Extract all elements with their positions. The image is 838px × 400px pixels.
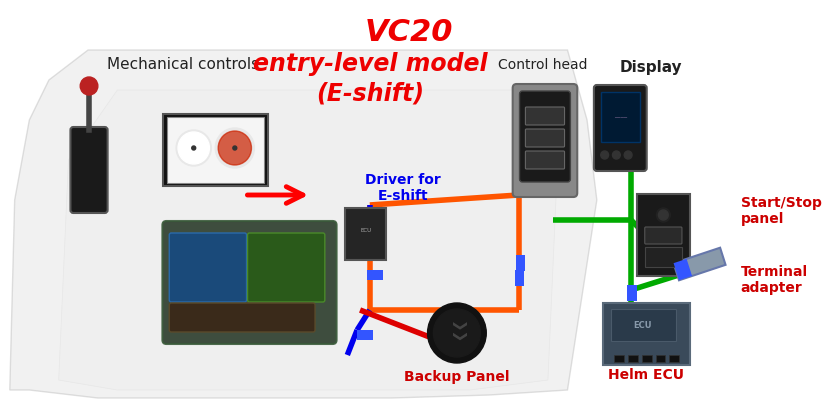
Text: Control head: Control head (499, 58, 587, 72)
Bar (515, 270, 525, 286)
Circle shape (215, 128, 255, 168)
FancyBboxPatch shape (163, 114, 268, 186)
Text: entry-level model: entry-level model (252, 52, 487, 76)
FancyBboxPatch shape (169, 303, 315, 332)
Text: Display: Display (619, 60, 682, 75)
Text: ECU: ECU (360, 228, 371, 232)
FancyBboxPatch shape (163, 221, 337, 344)
Circle shape (218, 131, 251, 165)
Circle shape (80, 77, 98, 95)
Circle shape (176, 130, 211, 166)
Bar (627, 285, 637, 301)
FancyBboxPatch shape (168, 117, 264, 183)
FancyBboxPatch shape (655, 355, 665, 362)
FancyBboxPatch shape (70, 127, 107, 213)
Polygon shape (10, 50, 597, 398)
Text: Driver for
E-shift: Driver for E-shift (365, 173, 441, 203)
Text: ━━━━: ━━━━ (613, 116, 627, 120)
FancyBboxPatch shape (601, 92, 640, 142)
FancyBboxPatch shape (637, 194, 690, 276)
Text: Helm ECU: Helm ECU (608, 368, 684, 382)
Circle shape (613, 151, 620, 159)
Circle shape (178, 132, 210, 164)
FancyBboxPatch shape (611, 309, 676, 341)
Text: ECU: ECU (634, 320, 652, 330)
Circle shape (427, 303, 486, 363)
Bar (515, 255, 525, 271)
Text: Terminal
adapter: Terminal adapter (741, 265, 808, 295)
Polygon shape (674, 259, 692, 280)
Text: ❯❯: ❯❯ (450, 321, 464, 345)
Circle shape (659, 210, 668, 220)
FancyBboxPatch shape (603, 303, 690, 365)
Circle shape (601, 151, 608, 159)
Bar (357, 330, 373, 340)
Polygon shape (59, 90, 557, 390)
Circle shape (192, 146, 196, 150)
FancyBboxPatch shape (520, 91, 571, 182)
Polygon shape (674, 248, 726, 280)
FancyBboxPatch shape (525, 151, 565, 169)
FancyBboxPatch shape (525, 107, 565, 125)
Circle shape (233, 146, 237, 150)
FancyBboxPatch shape (247, 233, 325, 302)
FancyBboxPatch shape (513, 84, 577, 197)
Circle shape (433, 309, 480, 357)
Text: VC20: VC20 (365, 18, 453, 47)
FancyBboxPatch shape (670, 355, 679, 362)
FancyBboxPatch shape (644, 227, 682, 244)
FancyBboxPatch shape (628, 355, 638, 362)
Text: (E-shift): (E-shift) (316, 82, 424, 106)
FancyBboxPatch shape (169, 233, 246, 302)
FancyBboxPatch shape (644, 247, 682, 267)
FancyBboxPatch shape (345, 208, 386, 260)
FancyBboxPatch shape (525, 129, 565, 147)
FancyBboxPatch shape (594, 85, 647, 171)
Text: Mechanical controls: Mechanical controls (107, 57, 259, 72)
Circle shape (624, 151, 632, 159)
FancyBboxPatch shape (642, 355, 652, 362)
Bar (367, 270, 383, 280)
Text: Backup Panel: Backup Panel (404, 370, 510, 384)
Text: Start/Stop
panel: Start/Stop panel (741, 196, 821, 226)
Circle shape (656, 208, 670, 222)
FancyBboxPatch shape (614, 355, 624, 362)
